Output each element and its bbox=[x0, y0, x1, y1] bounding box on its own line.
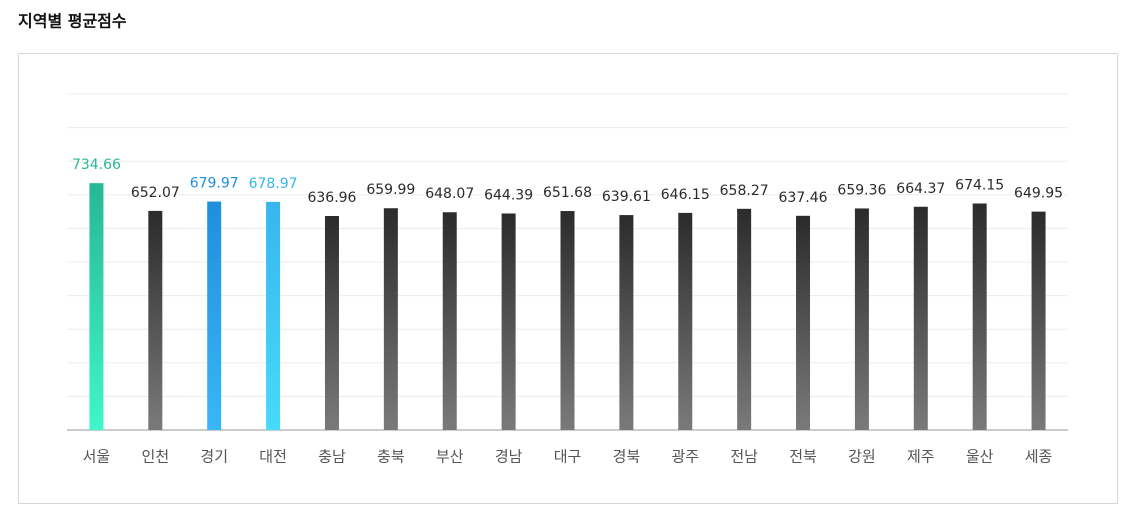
bar bbox=[619, 215, 634, 430]
bar bbox=[207, 201, 222, 430]
x-tick-label: 경남 bbox=[495, 448, 523, 466]
value-label: 652.07 bbox=[131, 185, 180, 201]
value-label: 651.68 bbox=[543, 185, 592, 201]
bar bbox=[89, 183, 104, 430]
x-tick-label: 전북 bbox=[789, 448, 817, 466]
value-label: 636.96 bbox=[307, 190, 356, 206]
bar bbox=[324, 215, 339, 430]
bar bbox=[854, 208, 869, 430]
value-label: 674.15 bbox=[955, 177, 1004, 193]
x-tick-label: 서울 bbox=[83, 448, 111, 466]
x-tick-label: 경북 bbox=[613, 448, 641, 466]
value-label: 648.07 bbox=[425, 186, 474, 202]
bar bbox=[148, 210, 163, 430]
bar bbox=[501, 213, 516, 430]
x-tick-label: 강원 bbox=[848, 448, 876, 466]
bar bbox=[737, 208, 752, 430]
value-label: 639.61 bbox=[602, 189, 651, 205]
bar bbox=[1031, 211, 1046, 430]
value-label: 649.95 bbox=[1014, 186, 1063, 202]
bar bbox=[972, 203, 987, 430]
bar bbox=[442, 212, 457, 430]
x-tick-label: 경기 bbox=[200, 448, 228, 466]
value-label: 664.37 bbox=[896, 181, 945, 197]
bar bbox=[678, 212, 693, 430]
x-tick-label: 대구 bbox=[554, 448, 582, 466]
x-tick-label: 광주 bbox=[671, 448, 699, 466]
chart-title: 지역별 평균점수 bbox=[18, 12, 127, 31]
value-label: 644.39 bbox=[484, 187, 533, 203]
x-tick-label: 부산 bbox=[436, 448, 464, 466]
x-tick-label: 인천 bbox=[142, 448, 170, 466]
bar bbox=[560, 211, 575, 430]
x-tick-label: 전남 bbox=[730, 448, 758, 466]
bar bbox=[913, 206, 928, 430]
value-label: 637.46 bbox=[779, 190, 828, 206]
value-label: 646.15 bbox=[661, 187, 710, 203]
x-tick-label: 대전 bbox=[259, 448, 287, 466]
value-label: 679.97 bbox=[190, 176, 239, 192]
value-label: 658.27 bbox=[720, 183, 769, 199]
x-tick-label: 세종 bbox=[1025, 448, 1053, 466]
bar bbox=[266, 201, 281, 430]
x-tick-label: 울산 bbox=[966, 448, 994, 466]
value-label: 734.66 bbox=[72, 157, 121, 173]
value-label: 659.99 bbox=[366, 182, 415, 198]
x-tick-label: 충남 bbox=[318, 448, 346, 466]
bar bbox=[383, 208, 398, 430]
x-tick-label: 제주 bbox=[907, 448, 935, 466]
value-label: 659.36 bbox=[837, 182, 886, 198]
bar bbox=[796, 215, 811, 430]
value-label: 678.97 bbox=[249, 176, 298, 192]
x-tick-label: 충북 bbox=[377, 448, 405, 466]
